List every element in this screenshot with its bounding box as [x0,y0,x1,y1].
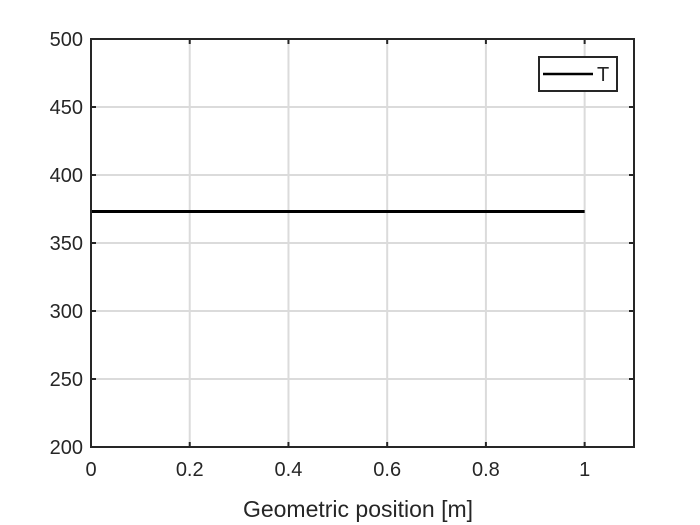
x-axis-label: Geometric position [m] [243,496,473,522]
legend-label: T [597,64,609,86]
x-tick-label: 0.2 [176,459,204,481]
y-tick-label: 300 [50,301,83,323]
ticks [90,38,634,448]
y-tick-label: 250 [50,369,83,391]
y-tick-label: 350 [50,233,83,255]
y-tick-label: 400 [50,165,83,187]
x-tick-label: 1 [579,459,590,481]
x-tick-label: 0.6 [373,459,401,481]
legend: T [538,56,618,92]
grid [91,39,634,447]
y-tick-label: 200 [50,437,83,459]
y-tick-label: 500 [50,29,83,51]
x-tick-label: 0.8 [472,459,500,481]
x-tick-label: 0.4 [275,459,303,481]
y-tick-label: 450 [50,97,83,119]
x-tick-label: 0 [85,459,96,481]
tick-labels: 0 0.2 0.4 0.6 0.8 1 200 250 300 350 400 450 500 [50,29,591,481]
